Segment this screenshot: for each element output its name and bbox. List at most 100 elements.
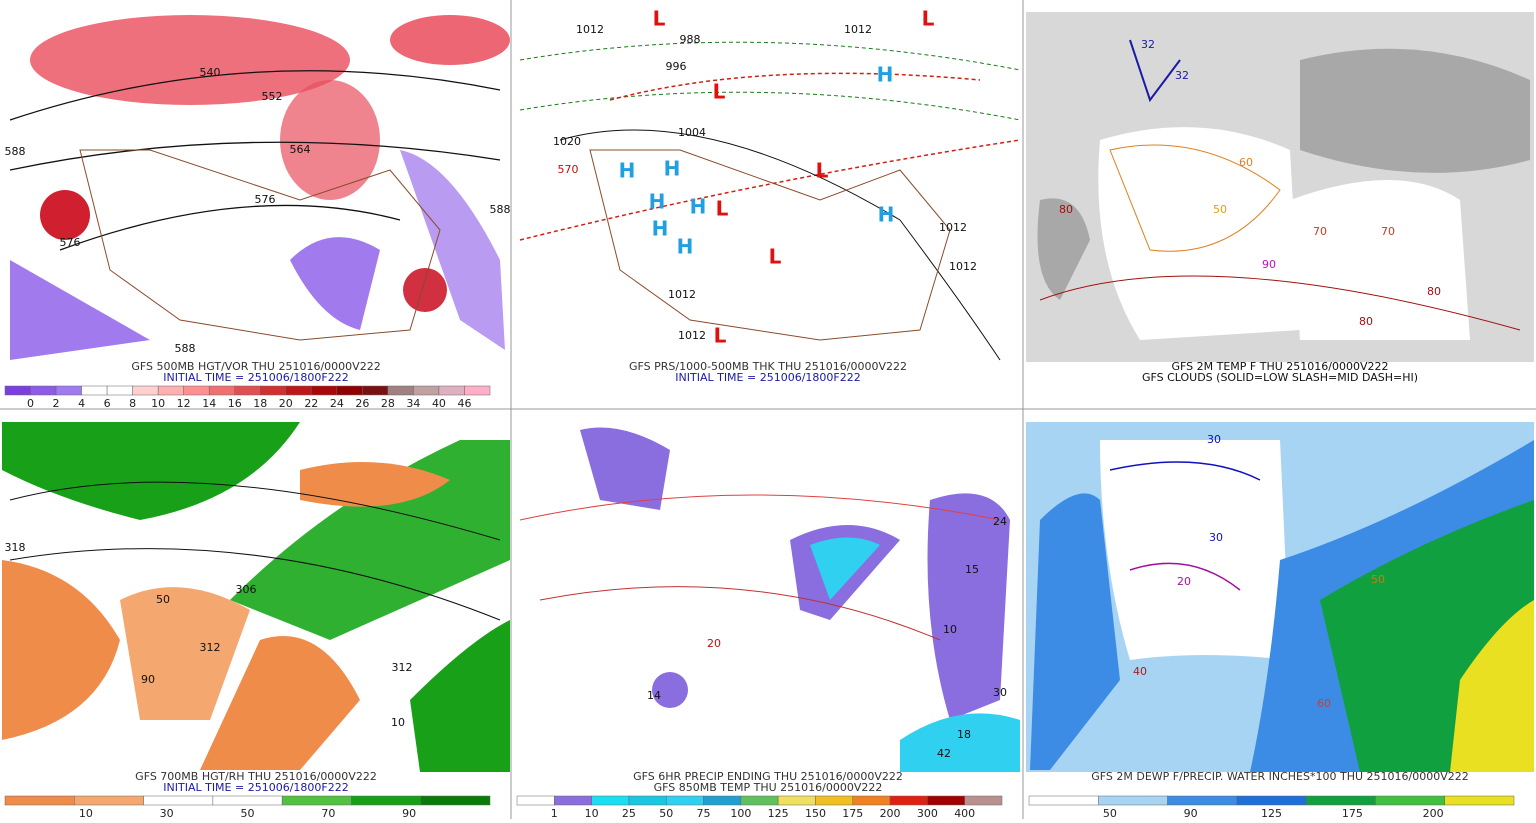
caption: GFS 500MB HGT/VOR THU 251016/0000V222	[131, 360, 380, 373]
colorbar-segment	[1305, 795, 1376, 806]
caption: GFS 700MB HGT/RH THU 251016/0000V222	[135, 770, 377, 783]
colorbar-label: 26	[355, 397, 369, 410]
colorbar-segment	[143, 795, 214, 806]
map-label: 80	[1427, 285, 1441, 298]
colorbar-segment	[628, 795, 667, 806]
colorbar-label: 175	[842, 807, 863, 819]
colorbar-segment	[30, 385, 57, 396]
colorbar-segment	[55, 385, 82, 396]
map-label: L	[653, 7, 666, 31]
colorbar-label: 400	[954, 807, 975, 819]
map-panel-5	[514, 422, 1022, 772]
colorbar-label: 100	[730, 807, 751, 819]
map-label: 576	[255, 193, 276, 206]
caption: GFS 2M TEMP F THU 251016/0000V222	[1172, 360, 1389, 373]
map-label: 588	[5, 145, 26, 158]
colorbar-label: 18	[253, 397, 267, 410]
map-label: H	[677, 235, 694, 259]
colorbar-label: 20	[279, 397, 293, 410]
colorbar-label: 28	[381, 397, 395, 410]
map-label: 80	[1059, 203, 1073, 216]
map-label: H	[664, 157, 681, 181]
colorbar-segment	[387, 385, 414, 396]
colorbar-label: 46	[457, 397, 471, 410]
map-label: 540	[200, 66, 221, 79]
caption: INITIAL TIME = 251006/1800F222	[163, 371, 348, 384]
map-label: L	[714, 324, 727, 348]
map-panel-4	[2, 422, 510, 772]
caption: INITIAL TIME = 251006/1800F222	[675, 371, 860, 384]
map-label: 70	[1313, 225, 1327, 238]
map-label: 588	[490, 203, 511, 216]
map-label: 1012	[678, 329, 706, 342]
colorbar-segment	[4, 385, 31, 396]
colorbar-segment	[420, 795, 491, 806]
colorbar-label: 1	[551, 807, 558, 819]
colorbar-label: 12	[177, 397, 191, 410]
colorbar-label: 300	[917, 807, 938, 819]
map-label: 576	[60, 236, 81, 249]
map-label: 588	[175, 342, 196, 355]
map-label: 1012	[939, 221, 967, 234]
map-label: 306	[236, 583, 257, 596]
map-label: 80	[1359, 315, 1373, 328]
map-label: 1012	[668, 288, 696, 301]
map-label: L	[816, 159, 829, 183]
colorbar-segment	[964, 795, 1003, 806]
map-label: 312	[200, 641, 221, 654]
colorbar-segment	[234, 385, 261, 396]
colorbar-label: 125	[768, 807, 789, 819]
caption: INITIAL TIME = 251006/1800F222	[163, 781, 348, 794]
map-label: 40	[1133, 665, 1147, 678]
map-label: H	[649, 190, 666, 214]
colorbar-segment	[1167, 795, 1238, 806]
colorbar-label: 10	[585, 807, 599, 819]
colorbar-segment	[852, 795, 891, 806]
map-label: 42	[937, 747, 951, 760]
colorbar-label: 200	[1423, 807, 1444, 819]
map-label: 20	[1177, 575, 1191, 588]
map-label: 90	[1262, 258, 1276, 271]
map-label: 1020	[553, 135, 581, 148]
colorbar-segment	[927, 795, 965, 806]
map-label: 50	[156, 593, 170, 606]
colorbar-label: 6	[104, 397, 111, 410]
map-label: 50	[1213, 203, 1227, 216]
colorbar-label: 40	[432, 397, 446, 410]
colorbar-segment	[260, 385, 287, 396]
colorbar-segment	[281, 795, 352, 806]
colorbar-segment	[464, 385, 491, 396]
colorbar-segment	[413, 385, 440, 396]
colorbar-segment	[1028, 795, 1099, 806]
map-panel-1	[2, 12, 510, 362]
colorbar-segment	[1236, 795, 1307, 806]
map-label: 14	[647, 689, 661, 702]
map-label: H	[878, 203, 895, 227]
colorbar-segment	[157, 385, 184, 396]
map-label: 318	[5, 541, 26, 554]
map-label: 60	[1317, 697, 1331, 710]
colorbar-segment	[1444, 795, 1515, 806]
map-label: 15	[965, 563, 979, 576]
map-label: 10	[391, 716, 405, 729]
caption: GFS PRS/1000-500MB THK THU 251016/0000V2…	[629, 360, 907, 373]
map-label: 996	[666, 60, 687, 73]
colorbar-label: 8	[129, 397, 136, 410]
colorbar-segment	[1098, 795, 1168, 806]
colorbar-segment	[351, 795, 421, 806]
map-label: 20	[707, 637, 721, 650]
colorbar-segment	[106, 385, 133, 396]
colorbar-segment	[703, 795, 742, 806]
map-label: 312	[392, 661, 413, 674]
colorbar-label: 125	[1261, 807, 1282, 819]
map-label: 30	[1207, 433, 1221, 446]
map-label: 32	[1141, 38, 1155, 51]
colorbar-segment	[438, 385, 465, 396]
colorbar-label: 90	[1184, 807, 1198, 819]
colorbar-label: 50	[1103, 807, 1117, 819]
map-label: 60	[1239, 156, 1253, 169]
colorbar-label: 30	[160, 807, 174, 819]
caption: GFS 850MB TEMP THU 251016/0000V222	[654, 781, 883, 794]
map-label: 50	[1371, 573, 1385, 586]
